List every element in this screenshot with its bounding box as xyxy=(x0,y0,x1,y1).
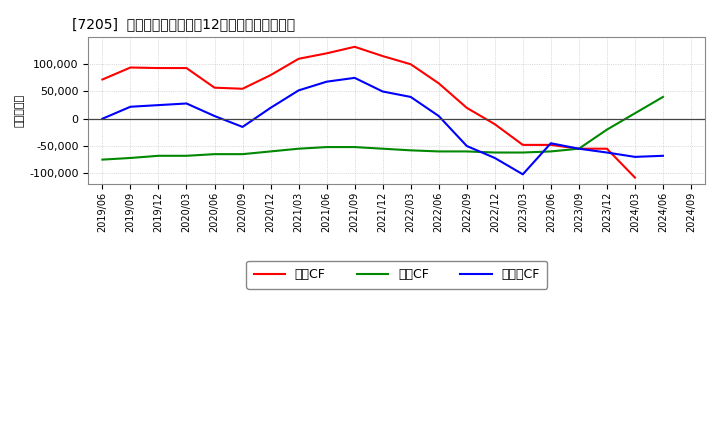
フリーCF xyxy=(351,75,359,81)
営業CF xyxy=(490,121,499,127)
フリーCF xyxy=(462,143,471,149)
営業CF xyxy=(518,142,527,147)
投資CF xyxy=(154,153,163,158)
営業CF xyxy=(182,66,191,71)
営業CF xyxy=(575,146,583,151)
Line: フリーCF: フリーCF xyxy=(102,78,663,174)
フリーCF xyxy=(379,89,387,94)
フリーCF xyxy=(182,101,191,106)
営業CF xyxy=(462,105,471,110)
投資CF xyxy=(238,151,247,157)
フリーCF xyxy=(266,105,275,110)
投資CF xyxy=(294,146,303,151)
投資CF xyxy=(323,144,331,150)
フリーCF xyxy=(406,94,415,99)
投資CF xyxy=(379,146,387,151)
フリーCF xyxy=(603,150,611,155)
Line: 投資CF: 投資CF xyxy=(102,97,663,160)
営業CF xyxy=(323,51,331,56)
投資CF xyxy=(182,153,191,158)
フリーCF xyxy=(659,153,667,158)
営業CF xyxy=(210,85,219,90)
フリーCF xyxy=(518,172,527,177)
フリーCF xyxy=(98,116,107,121)
フリーCF xyxy=(238,124,247,129)
営業CF xyxy=(631,175,639,180)
投資CF xyxy=(266,149,275,154)
投資CF xyxy=(603,127,611,132)
フリーCF xyxy=(294,88,303,93)
営業CF xyxy=(434,81,443,86)
投資CF xyxy=(546,149,555,154)
フリーCF xyxy=(126,104,135,110)
Line: 営業CF: 営業CF xyxy=(102,47,635,178)
フリーCF xyxy=(210,114,219,119)
フリーCF xyxy=(323,79,331,84)
営業CF xyxy=(266,73,275,78)
フリーCF xyxy=(631,154,639,160)
フリーCF xyxy=(434,114,443,119)
Legend: 営業CF, 投資CF, フリーCF: 営業CF, 投資CF, フリーCF xyxy=(246,261,547,289)
投資CF xyxy=(98,157,107,162)
Y-axis label: （百万円）: （百万円） xyxy=(15,94,25,127)
営業CF xyxy=(406,62,415,67)
投資CF xyxy=(462,149,471,154)
投資CF xyxy=(406,148,415,153)
投資CF xyxy=(434,149,443,154)
営業CF xyxy=(154,66,163,71)
営業CF xyxy=(294,56,303,62)
フリーCF xyxy=(490,155,499,161)
フリーCF xyxy=(575,146,583,151)
営業CF xyxy=(98,77,107,82)
投資CF xyxy=(518,150,527,155)
営業CF xyxy=(379,53,387,59)
投資CF xyxy=(631,110,639,116)
営業CF xyxy=(603,146,611,151)
フリーCF xyxy=(546,141,555,146)
投資CF xyxy=(210,151,219,157)
営業CF xyxy=(351,44,359,49)
営業CF xyxy=(546,142,555,147)
投資CF xyxy=(659,94,667,99)
投資CF xyxy=(126,155,135,161)
営業CF xyxy=(238,86,247,92)
営業CF xyxy=(126,65,135,70)
投資CF xyxy=(351,144,359,150)
投資CF xyxy=(490,150,499,155)
フリーCF xyxy=(154,103,163,108)
投資CF xyxy=(575,146,583,151)
Text: [7205]  キャッシュフローの12か月移動合計の推移: [7205] キャッシュフローの12か月移動合計の推移 xyxy=(72,18,295,32)
